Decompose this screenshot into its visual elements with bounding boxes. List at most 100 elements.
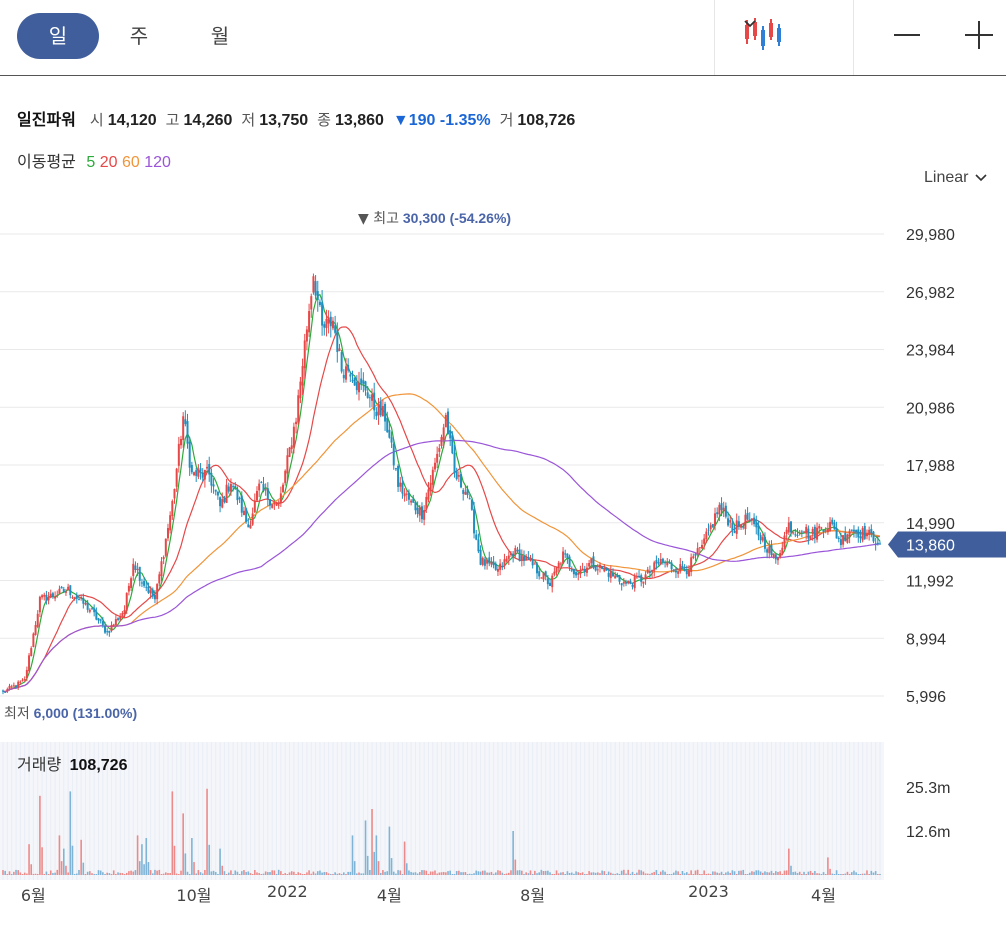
- volume-bar: [818, 873, 821, 875]
- ma20-line: [2, 326, 881, 693]
- candle-body: [614, 575, 617, 579]
- chart-type-dropdown[interactable]: [730, 14, 840, 58]
- candle-body: [297, 395, 300, 423]
- price-tick-label: 29,980: [906, 227, 955, 244]
- candle-body: [34, 624, 37, 635]
- candle-body: [872, 531, 875, 542]
- volume-bar: [460, 872, 462, 875]
- scale-dropdown[interactable]: Linear: [924, 169, 988, 187]
- volume-panel-value: 108,726: [69, 757, 128, 774]
- period-day-button[interactable]: 일: [17, 13, 99, 59]
- candle-body: [414, 502, 417, 511]
- volume-bar: [612, 873, 614, 875]
- candle-body: [19, 681, 22, 683]
- candle-body: [449, 431, 452, 439]
- volume-bar: [538, 872, 540, 875]
- period-week-button[interactable]: 주: [100, 13, 178, 59]
- volume-bar: [280, 871, 282, 875]
- ma5-label: 5: [86, 154, 96, 171]
- candle-body: [73, 597, 76, 600]
- candle-body: [371, 394, 374, 401]
- candle-body: [299, 381, 302, 399]
- volume-bar: [536, 873, 538, 875]
- volume-bar: [753, 871, 755, 875]
- candle-body: [549, 582, 552, 587]
- candle-body: [403, 493, 406, 497]
- volume-bar: [408, 870, 410, 875]
- volume-bar: [234, 870, 237, 875]
- moving-average-label: 이동평균: [17, 152, 76, 171]
- candle-body: [533, 563, 536, 565]
- volume-bar: [516, 870, 519, 875]
- volume-bar: [590, 872, 593, 875]
- volume-bar: [377, 861, 380, 875]
- volume-bar: [249, 873, 252, 875]
- candle-body: [820, 527, 823, 529]
- candle-body: [466, 489, 469, 496]
- volume-bar: [2, 870, 4, 875]
- candle-body: [781, 547, 784, 554]
- candle-body: [727, 518, 730, 526]
- volume-bar: [685, 872, 688, 875]
- price-tick-label: 23,984: [906, 343, 955, 360]
- volume-bar: [814, 871, 816, 875]
- volume-bars: [2, 788, 881, 875]
- volume-bar: [308, 870, 310, 875]
- candle-body: [327, 317, 330, 324]
- candle-body: [488, 557, 491, 564]
- volume-bar: [499, 870, 501, 875]
- candle-body: [811, 528, 814, 534]
- zoom-out-button[interactable]: [888, 15, 928, 55]
- volume-bar: [618, 874, 621, 875]
- candle-body: [842, 535, 845, 545]
- candle-body: [874, 543, 877, 545]
- candle-body: [64, 591, 67, 593]
- volume-bar: [625, 873, 627, 875]
- volume-bar: [130, 870, 132, 875]
- candle-body: [110, 624, 113, 632]
- period-month-button[interactable]: 월: [180, 13, 260, 59]
- candle-body: [770, 544, 773, 556]
- candle-body: [384, 403, 387, 422]
- volume-bar: [551, 874, 554, 875]
- close-label: 종: [317, 111, 331, 129]
- moving-average-legend[interactable]: 이동평균 5 20 60 120: [17, 148, 171, 172]
- down-arrow-icon: ▼: [392, 112, 409, 129]
- volume-bar: [297, 872, 300, 875]
- candle-body: [190, 464, 193, 473]
- volume-bar: [245, 872, 247, 875]
- candle-body: [761, 537, 764, 541]
- volume-bar: [282, 874, 284, 875]
- candle-body: [86, 602, 89, 610]
- candle-body: [412, 498, 415, 503]
- candle-body: [258, 483, 261, 491]
- volume-bar: [247, 871, 250, 875]
- candle-body: [216, 491, 219, 496]
- volume-bar: [864, 873, 866, 875]
- volume-bar: [60, 861, 63, 875]
- volume-bar: [323, 872, 326, 875]
- volume-bar: [28, 844, 30, 875]
- volume-bar: [601, 870, 603, 875]
- candle-body: [640, 575, 643, 582]
- volume-bar: [696, 869, 699, 875]
- volume-bar: [614, 874, 616, 875]
- candle-body: [507, 555, 510, 559]
- price-chart[interactable]: 29,980 26,982 23,984 20,986 17,988 14,990 11,9…: [0, 195, 1006, 880]
- volume-bar: [792, 872, 794, 875]
- zoom-in-button[interactable]: [958, 15, 998, 55]
- candle-body: [143, 580, 146, 586]
- candle-body: [247, 524, 250, 528]
- candle-body: [101, 621, 104, 625]
- current-price-tag: 13,860: [888, 531, 1006, 558]
- volume-bar: [301, 874, 304, 875]
- price-tick-label: 5,996: [906, 689, 946, 706]
- volume-bar: [640, 870, 643, 875]
- candle-body: [251, 513, 254, 525]
- volume-bar: [853, 870, 855, 875]
- volume-bar: [783, 870, 786, 875]
- candle-body: [822, 530, 825, 533]
- scale-label: Linear: [924, 169, 969, 186]
- date-axis: 6월 10월 2022 4월 8월 2023 4월: [0, 880, 1006, 910]
- candle-body: [323, 324, 326, 328]
